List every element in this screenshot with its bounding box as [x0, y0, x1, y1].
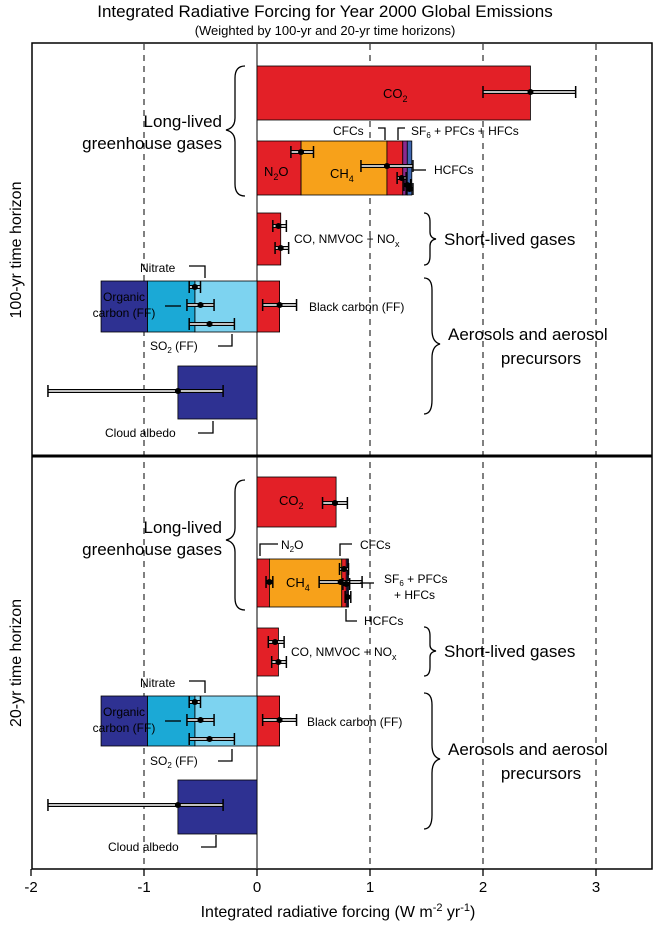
error-center-point [272, 639, 279, 645]
label-nitrate: Nitrate [140, 261, 176, 275]
group-long-lived-1: Long-lived [144, 112, 222, 131]
panel-100yr-annotations: CO2 N2O CH4 CFCs SF6 + PFCs + HFCs HCFCs… [82, 65, 608, 440]
error-center-point [277, 245, 284, 251]
label-sf6-20b: + HFCs [394, 588, 435, 602]
label-cfcs: CFCs [333, 124, 364, 138]
label-nitrate-20: Nitrate [140, 676, 176, 690]
leader-nitrate-20 [189, 680, 206, 693]
x-axis-ticks: -2 -1 0 1 2 3 [24, 869, 600, 896]
x-axis-label: Integrated radiative forcing (W m-2 yr-1… [201, 902, 476, 921]
brace-long-lived-20 [225, 479, 246, 611]
group-short-lived: Short-lived gases [444, 230, 575, 249]
error-center-point [344, 594, 351, 600]
bar-segment-co-nmvoc-nox [256, 627, 279, 677]
group-long-lived-20-2: greenhouse gases [82, 540, 222, 559]
label-cfcs-20: CFCs [360, 538, 391, 552]
panel-label-100yr: 100-yr time horizon [8, 182, 25, 319]
error-center-point [527, 89, 534, 95]
group-aerosols-1: Aerosols and aerosol [448, 325, 608, 344]
brace-long-lived [225, 65, 246, 197]
label-black-carbon: Black carbon (FF) [309, 300, 404, 314]
error-center-point [174, 388, 181, 394]
leader-so2-20 [218, 749, 233, 762]
brace-short-lived [423, 212, 437, 266]
error-center-point [206, 736, 213, 742]
label-sf6: SF6 + PFCs + HFCs [411, 124, 519, 140]
label-organic-1: Organic [103, 290, 145, 304]
label-co-nmvoc: CO, NMVOC + NOx [294, 232, 400, 249]
error-center-point [191, 284, 198, 290]
x-tick-label: 2 [479, 879, 487, 896]
x-tick-label: -1 [137, 879, 150, 896]
x-tick-label: 0 [253, 879, 261, 896]
chart-title: Integrated Radiative Forcing for Year 20… [97, 2, 552, 21]
leader-cfcs [378, 127, 386, 140]
label-so2-20: SO2 (FF) [150, 754, 198, 770]
label-organic-20-1: Organic [103, 705, 145, 719]
error-center-point [343, 581, 350, 587]
label-cloud-albedo-20: Cloud albedo [108, 840, 179, 854]
label-cloud-albedo: Cloud albedo [105, 426, 176, 440]
group-long-lived-2: greenhouse gases [82, 134, 222, 153]
x-tick-label: -2 [24, 879, 37, 896]
error-center-point [197, 302, 204, 308]
x-tick-label: 1 [366, 879, 374, 896]
label-organic-2: carbon (FF) [93, 306, 156, 320]
leader-cfcs-20 [339, 543, 352, 556]
error-center-point [266, 579, 273, 585]
leader-sf6 [397, 127, 405, 140]
bar-segment-so2-ff- [100, 695, 148, 747]
error-center-point [197, 717, 204, 723]
panel-label-20yr: 20-yr time horizon [8, 599, 25, 727]
error-center-point [206, 321, 213, 327]
brace-aerosols [423, 277, 441, 415]
group-aerosols-2: precursors [501, 349, 581, 368]
label-sf6-20a: SF6 + PFCs [384, 572, 447, 588]
error-center-point [191, 699, 198, 705]
leader-cloud [198, 421, 214, 434]
error-center-point [383, 163, 390, 169]
label-hcfcs-20: HCFCs [364, 614, 403, 628]
group-short-lived-20: Short-lived gases [444, 642, 575, 661]
error-center-point [398, 175, 405, 181]
leader-nitrate [189, 265, 206, 278]
label-organic-20-2: carbon (FF) [93, 721, 156, 735]
bar-segment-so2-ff- [100, 280, 148, 333]
label-black-carbon-20: Black carbon (FF) [307, 715, 402, 729]
group-aerosols-20-2: precursors [501, 764, 581, 783]
label-so2: SO2 (FF) [150, 339, 198, 355]
error-center-point [275, 659, 282, 665]
error-center-point [276, 717, 283, 723]
error-bars-layer [47, 86, 577, 811]
label-co2: CO2 [383, 86, 408, 104]
leader-cloud-20 [201, 835, 217, 848]
brace-aerosols-20 [423, 692, 441, 830]
error-center-point [337, 579, 344, 585]
group-aerosols-20-1: Aerosols and aerosol [448, 740, 608, 759]
label-ch4: CH4 [330, 166, 354, 184]
error-center-point [331, 500, 338, 506]
error-center-point [276, 302, 283, 308]
label-co-nmvoc-20: CO, NMVOC + NOx [291, 645, 397, 662]
error-center-point [341, 566, 348, 572]
leader-so2 [218, 334, 233, 347]
error-center-point [174, 802, 181, 808]
label-co2-20: CO2 [279, 493, 304, 511]
error-center-point [275, 223, 282, 229]
label-n2o-20: N2O [281, 538, 303, 554]
leader-n2o-20 [259, 543, 278, 556]
group-long-lived-20-1: Long-lived [144, 518, 222, 537]
x-tick-label: 3 [592, 879, 600, 896]
bar-segment-co-nmvoc-nox [256, 212, 282, 266]
brace-short-lived-20 [423, 626, 437, 677]
chart-subtitle: (Weighted by 100-yr and 20-yr time horiz… [195, 23, 456, 38]
label-n2o: N2O [264, 164, 289, 182]
panel-20yr-annotations: CO2 N2O CFCs CH4 SF6 + PFCs + HFCs HCFCs… [82, 479, 608, 854]
error-center-point [406, 186, 413, 192]
label-hcfcs: HCFCs [434, 163, 473, 177]
leader-hcfcs-20 [345, 609, 357, 622]
label-ch4-20: CH4 [286, 575, 310, 593]
error-center-point [298, 149, 305, 155]
